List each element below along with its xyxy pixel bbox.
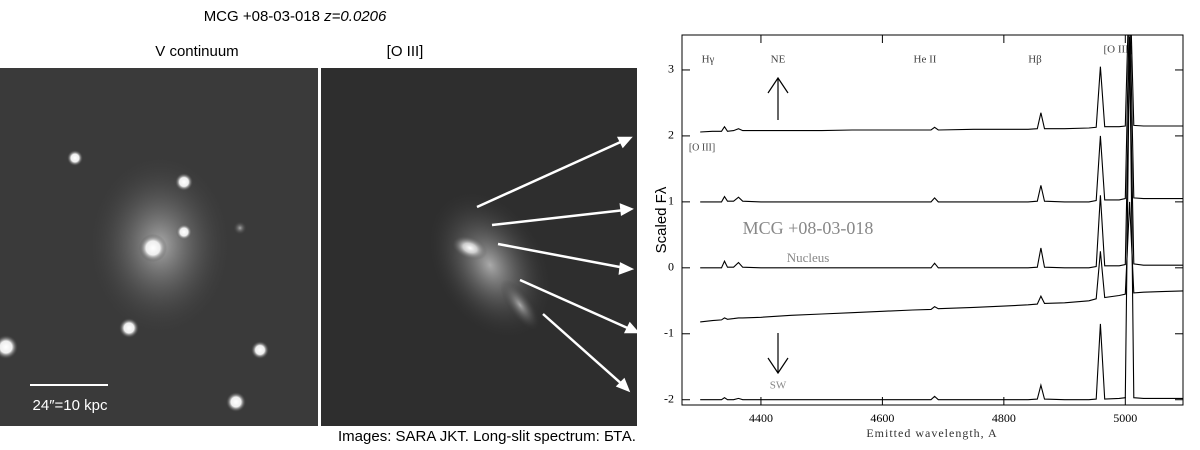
x-axis-label: Emitted wavelength, A bbox=[866, 426, 997, 440]
panel-label: [O III] bbox=[387, 43, 424, 60]
annotation: Nucleus bbox=[787, 250, 830, 265]
annotation: NE bbox=[771, 54, 786, 66]
y-tick-label: -2 bbox=[664, 391, 674, 405]
y-axis-label: Scaled Fλ bbox=[653, 186, 670, 253]
x-tick-label: 4800 bbox=[992, 411, 1016, 425]
y-tick-label: 3 bbox=[668, 62, 674, 76]
caption: Images: SARA JKT. Long-slit spectrum: БТ… bbox=[338, 428, 636, 445]
annotation: Hγ bbox=[702, 54, 715, 66]
arrows bbox=[767, 76, 789, 375]
spectrum-line bbox=[700, 35, 1183, 203]
annotation: MCG +08-03-018 bbox=[743, 218, 874, 238]
title-redshift: z=0.0206 bbox=[323, 8, 387, 25]
image-v-continuum bbox=[0, 68, 318, 426]
title-name: MCG +08-03-018 bbox=[204, 8, 320, 25]
figure-title: MCG +08-03-018 z=0.0206 bbox=[204, 8, 387, 25]
y-tick-label: 2 bbox=[668, 128, 674, 142]
y-tick-label: 1 bbox=[668, 194, 674, 208]
annotation: [O III] bbox=[1103, 44, 1132, 56]
x-tick-label: 5000 bbox=[1113, 411, 1137, 425]
spectrum-line bbox=[700, 201, 1183, 323]
panel-label: V continuum bbox=[155, 43, 238, 60]
y-tick-label: 0 bbox=[668, 260, 674, 274]
x-tick-label: 4400 bbox=[749, 411, 773, 425]
annotation: Hβ bbox=[1028, 54, 1042, 66]
annotation: He II bbox=[914, 54, 937, 66]
annotation: [O III] bbox=[689, 142, 715, 153]
plot-area bbox=[700, 35, 1183, 401]
annotation: SW bbox=[770, 380, 787, 392]
plot-frame bbox=[681, 34, 1184, 406]
image-oiii bbox=[321, 68, 640, 426]
spectrum-line bbox=[700, 56, 1183, 269]
spectrum-line bbox=[700, 36, 1183, 401]
spectrum-line bbox=[700, 35, 1183, 133]
x-tick-label: 4600 bbox=[870, 411, 894, 425]
y-tick-label: -1 bbox=[664, 326, 674, 340]
scale-bar-label: 24″=10 kpc bbox=[33, 397, 108, 414]
